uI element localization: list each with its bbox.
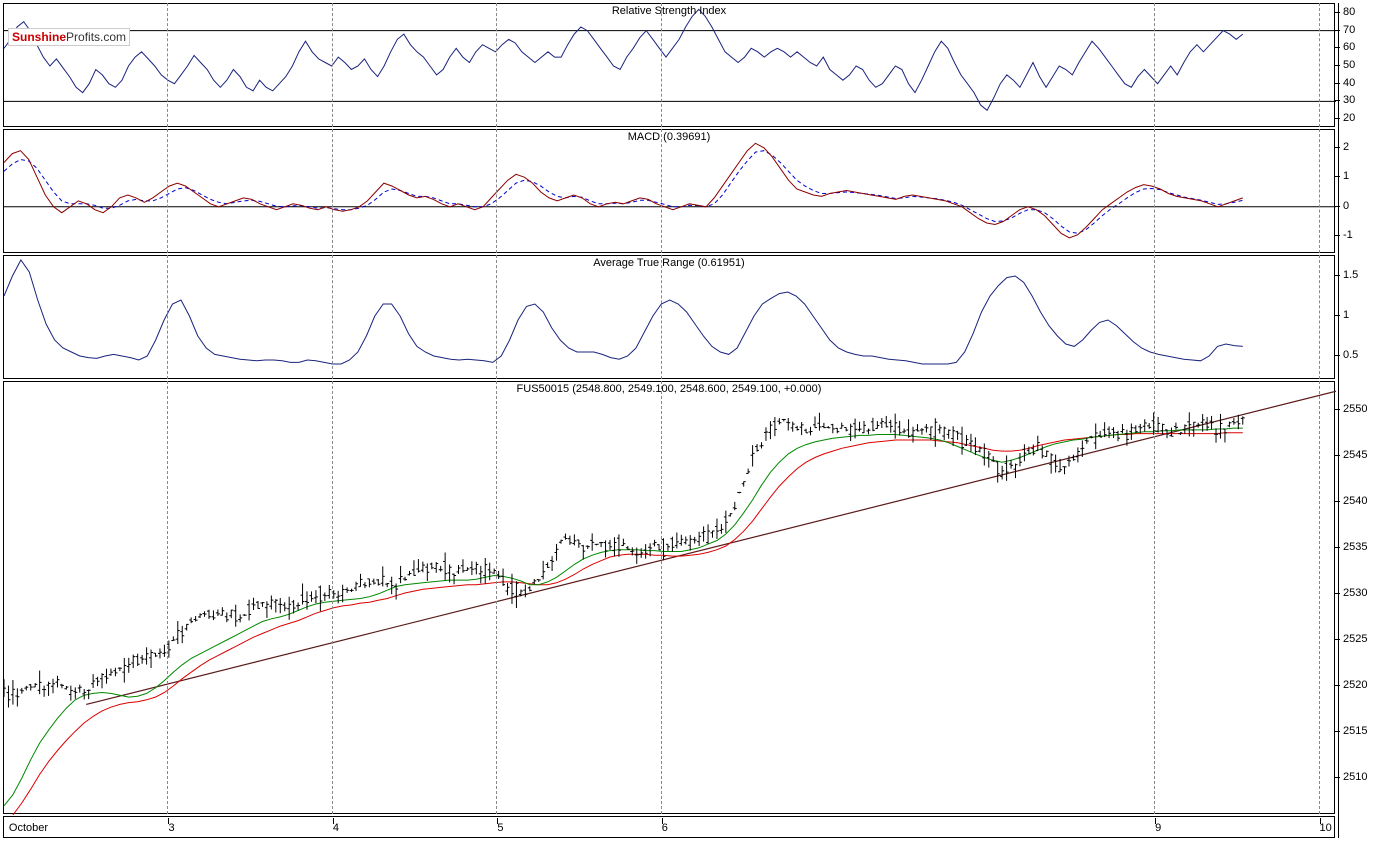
- grid-line: [496, 255, 497, 379]
- grid-line: [167, 255, 168, 379]
- x-axis-label: 3: [168, 822, 174, 834]
- atr-ytick-label: 0.5: [1343, 349, 1358, 361]
- grid-line: [496, 3, 497, 127]
- rsi-ytick-label: 30: [1343, 94, 1355, 106]
- rsi-title: Relative Strength Index: [612, 5, 726, 17]
- atr-ytick-label: 1.5: [1343, 269, 1358, 281]
- grid-line: [1154, 381, 1155, 814]
- atr-ytick-label: 1: [1343, 309, 1349, 321]
- atr-panel: Average True Range (0.61951): [3, 255, 1335, 379]
- grid-line: [1319, 129, 1320, 253]
- rsi-ytick-label: 50: [1343, 59, 1355, 71]
- grid-line: [661, 255, 662, 379]
- grid-line: [661, 381, 662, 814]
- price-ytick-label: 2510: [1343, 771, 1367, 783]
- x-axis-label: 6: [662, 822, 668, 834]
- rsi-chart: [4, 4, 1336, 128]
- price-chart: [4, 382, 1336, 815]
- rsi-panel: Relative Strength Index: [3, 3, 1335, 127]
- grid-line: [1154, 255, 1155, 379]
- grid-line: [661, 129, 662, 253]
- x-axis-label: October: [9, 822, 48, 834]
- grid-line: [1154, 129, 1155, 253]
- grid-line: [167, 129, 168, 253]
- rsi-ytick-label: 80: [1343, 6, 1355, 18]
- grid-line: [661, 3, 662, 127]
- logo-sun: Sunshine: [12, 30, 66, 44]
- rsi-ytick-label: 40: [1343, 77, 1355, 89]
- atr-chart: [4, 256, 1336, 380]
- price-ytick-label: 2535: [1343, 541, 1367, 553]
- grid-line: [496, 129, 497, 253]
- logo-rest: Profits.com: [66, 30, 126, 44]
- macd-ytick-label: -1: [1343, 229, 1353, 241]
- grid-line: [332, 381, 333, 814]
- x-axis-label: 5: [497, 822, 503, 834]
- macd-ytick-label: 2: [1343, 141, 1349, 153]
- price-ytick-label: 2540: [1343, 495, 1367, 507]
- macd-ytick-label: 0: [1343, 200, 1349, 212]
- price-ytick-label: 2520: [1343, 679, 1367, 691]
- price-ytick-label: 2530: [1343, 587, 1367, 599]
- rsi-ytick-label: 60: [1343, 41, 1355, 53]
- grid-line: [1154, 3, 1155, 127]
- price-ytick-label: 2550: [1343, 403, 1367, 415]
- macd-ytick-label: 1: [1343, 170, 1349, 182]
- grid-line: [1319, 3, 1320, 127]
- x-axis-label: 4: [333, 822, 339, 834]
- x-axis: October 3 4 5 6 9 10: [3, 816, 1335, 838]
- price-title: FUS50015 (2548.800, 2549.100, 2548.600, …: [517, 383, 822, 395]
- rsi-ytick-label: 70: [1343, 24, 1355, 36]
- rsi-ytick-label: 20: [1343, 112, 1355, 124]
- price-panel: FUS50015 (2548.800, 2549.100, 2548.600, …: [3, 381, 1335, 814]
- grid-line: [167, 381, 168, 814]
- grid-line: [332, 129, 333, 253]
- grid-line: [1319, 381, 1320, 814]
- logo: SunshineProfits.com: [8, 28, 130, 46]
- price-ytick-label: 2525: [1343, 633, 1367, 645]
- grid-line: [332, 255, 333, 379]
- macd-title: MACD (0.39691): [628, 131, 711, 143]
- grid-line: [332, 3, 333, 127]
- macd-chart: [4, 130, 1336, 254]
- macd-panel: MACD (0.39691): [3, 129, 1335, 253]
- x-axis-label: 10: [1320, 822, 1332, 834]
- x-axis-label: 9: [1155, 822, 1161, 834]
- atr-title: Average True Range (0.61951): [593, 257, 744, 269]
- price-ytick-label: 2515: [1343, 725, 1367, 737]
- grid-line: [496, 381, 497, 814]
- grid-line: [167, 3, 168, 127]
- grid-line: [1319, 255, 1320, 379]
- price-ytick-label: 2545: [1343, 449, 1367, 461]
